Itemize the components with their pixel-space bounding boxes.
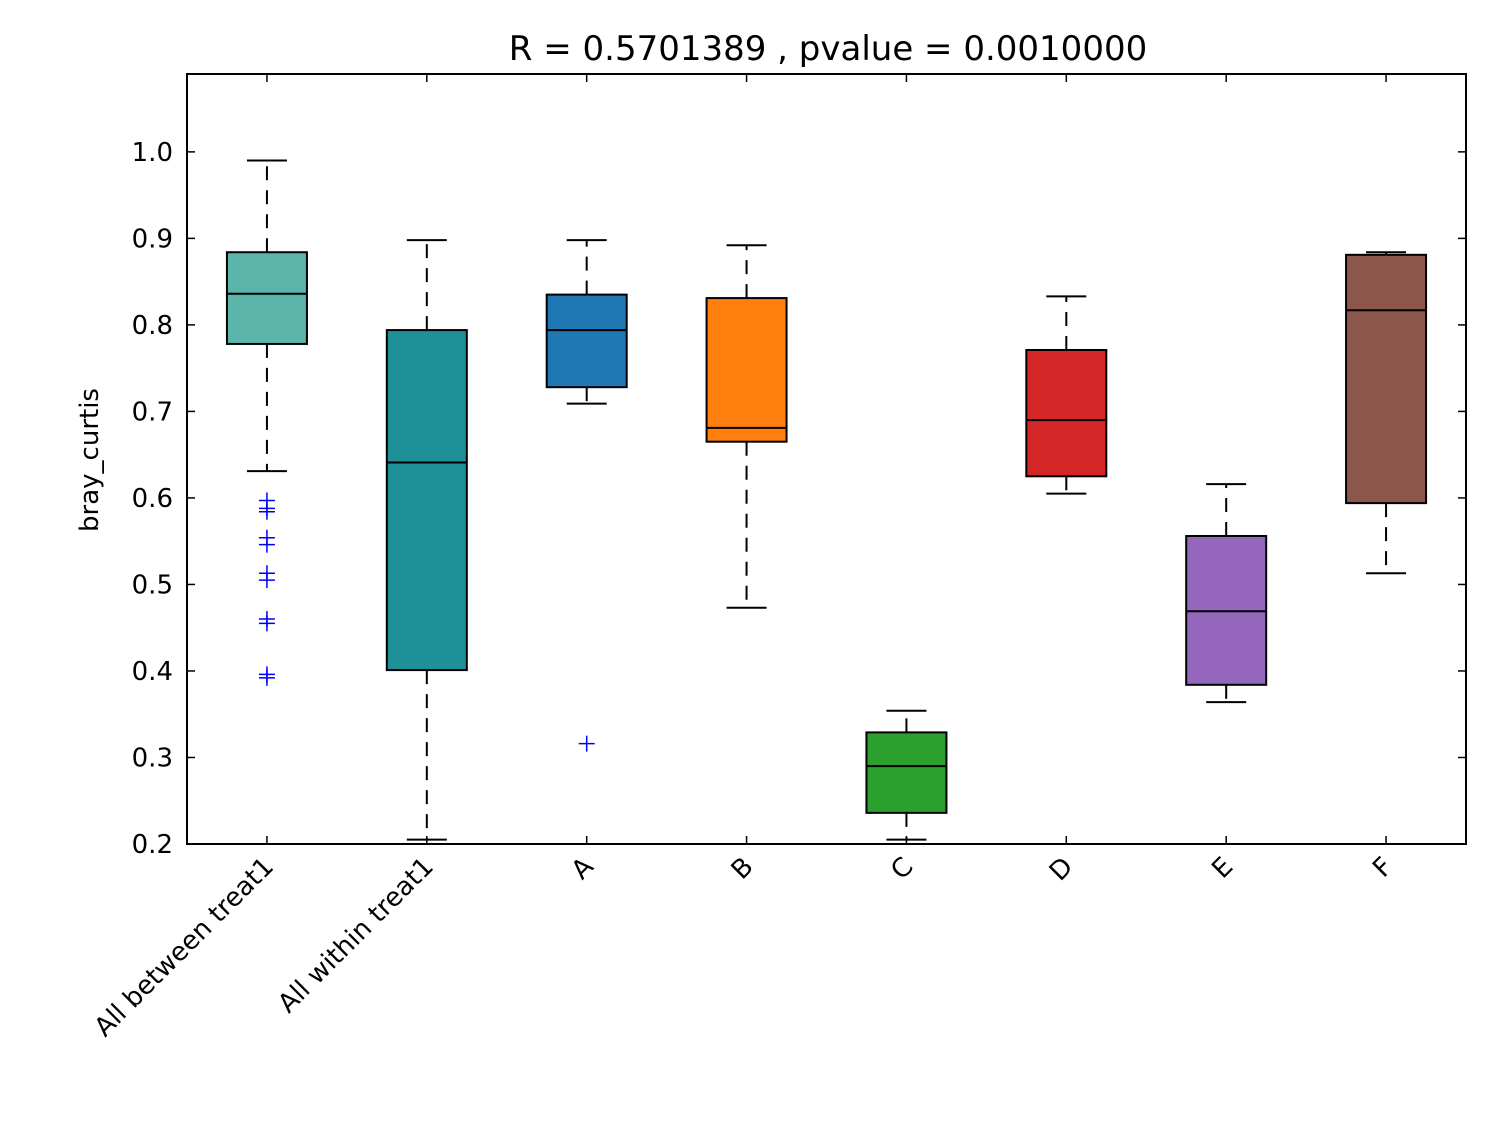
box-iqr [1025,348,1108,478]
box-iqr [225,251,308,345]
y-tick-label: 0.2 [132,830,173,860]
chart-title: R = 0.5701389 , pvalue = 0.0010000 [509,29,1147,69]
outlier-point [578,735,595,752]
y-tick-label: 0.6 [132,484,173,514]
y-tick-label: 0.5 [132,570,173,600]
outlier-point [258,572,275,589]
y-axis-label: bray_curtis [75,388,105,532]
x-tick-label: F [1367,852,1399,884]
outlier-point [258,615,275,632]
outlier-point [258,536,275,553]
box-iqr [545,293,628,389]
box-iqr [705,297,788,443]
plot-area: 0.2 0.3 0.4 0.5 0.6 0.7 0.8 0.9 1.0 All between t… [89,74,1466,1043]
x-tick-label: B [726,852,760,886]
x-tick-label: A [566,852,600,886]
y-tick-label: 0.4 [132,657,173,687]
y-tick-label: 0.3 [132,743,173,773]
box-iqr [1345,253,1428,505]
box-iqr [385,329,468,672]
x-tick-label: E [1206,852,1239,885]
outlier-point [258,669,275,686]
box-iqr [865,731,948,814]
x-tick-label: All within treat1 [272,852,439,1019]
y-tick-label: 0.7 [132,397,173,427]
y-tick-label: 1.0 [132,138,173,168]
x-tick-label: C [885,852,919,886]
plot-frame [186,73,1467,845]
y-tick-label: 0.9 [132,224,173,254]
y-tick-label: 0.8 [132,311,173,341]
outlier-point [258,503,275,520]
x-tick-label: D [1044,852,1079,887]
x-tick-label: All between treat1 [89,852,280,1043]
